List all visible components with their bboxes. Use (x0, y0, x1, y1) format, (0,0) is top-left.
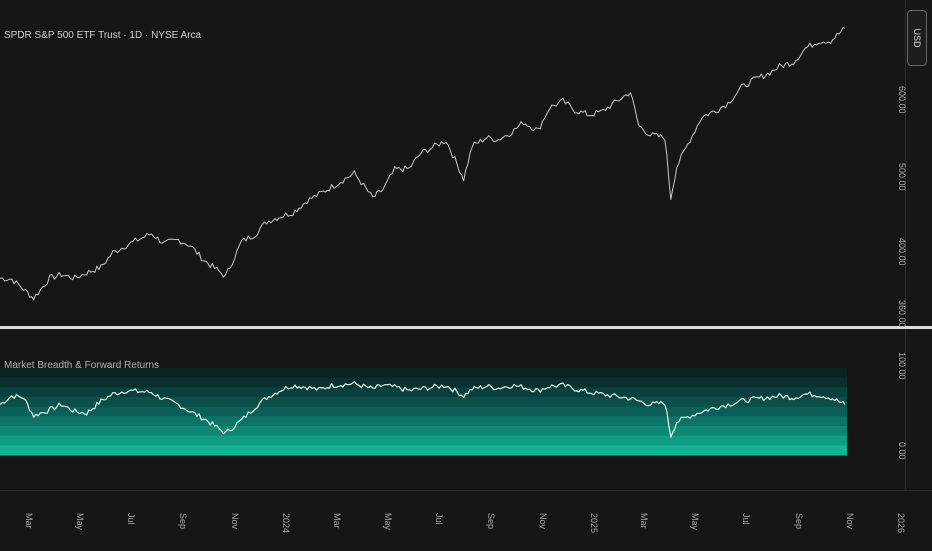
time-tick: 2024 (281, 513, 292, 534)
price-tick: 400.00 (897, 238, 907, 266)
price-scale[interactable] (905, 0, 932, 516)
breadth-band (0, 387, 847, 398)
time-tick: May (74, 513, 85, 531)
time-tick: Nov (229, 513, 240, 530)
price-tick: 600.00 (897, 86, 907, 114)
breadth-band (0, 445, 847, 456)
breadth-series-line (0, 380, 846, 438)
price-tick: 500.00 (897, 163, 907, 191)
price-series-line (0, 27, 846, 301)
currency-button[interactable]: USD (907, 10, 927, 66)
breadth-band (0, 377, 847, 388)
breadth-band (0, 397, 847, 408)
indicator-title: Market Breadth & Forward Returns (4, 360, 160, 371)
time-tick: May (382, 513, 393, 531)
breadth-band (0, 416, 847, 427)
breadth-band (0, 426, 847, 437)
breadth-band (0, 435, 847, 446)
time-tick: Mar (331, 513, 342, 529)
time-tick: Mar (23, 513, 34, 529)
time-tick: Nov (537, 513, 548, 530)
price-tick: 360.00 (897, 300, 907, 328)
breadth-band (0, 406, 847, 417)
pane-divider[interactable] (0, 326, 932, 329)
time-tick: Sep (486, 513, 497, 530)
time-tick: 2025 (589, 513, 600, 534)
time-tick: Jul (126, 513, 137, 525)
time-tick: Jul (434, 513, 445, 525)
time-tick: Jul (741, 513, 752, 525)
time-tick: Sep (793, 513, 804, 530)
time-tick: May (690, 513, 701, 531)
time-axis[interactable] (0, 490, 932, 551)
indicator-tick: 100.00 (897, 352, 907, 380)
time-tick: Mar (638, 513, 649, 529)
indicator-tick: 0.00 (897, 442, 907, 460)
chart-title: SPDR S&P 500 ETF Trust · 1D · NYSE Arca (4, 30, 202, 41)
time-tick: 2026 (896, 513, 907, 534)
time-tick: Nov (845, 513, 855, 530)
time-tick: Sep (178, 513, 189, 530)
currency-label: USD (912, 28, 922, 48)
breadth-band (0, 368, 847, 379)
